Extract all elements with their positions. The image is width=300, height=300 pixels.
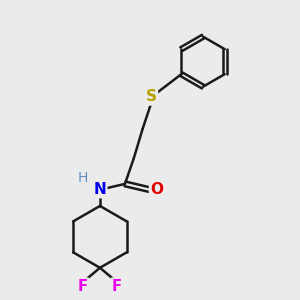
Text: F: F — [78, 278, 88, 293]
Text: O: O — [150, 182, 163, 197]
Text: N: N — [94, 182, 106, 197]
Text: H: H — [78, 171, 88, 185]
Text: F: F — [112, 278, 122, 293]
Text: S: S — [146, 89, 157, 104]
